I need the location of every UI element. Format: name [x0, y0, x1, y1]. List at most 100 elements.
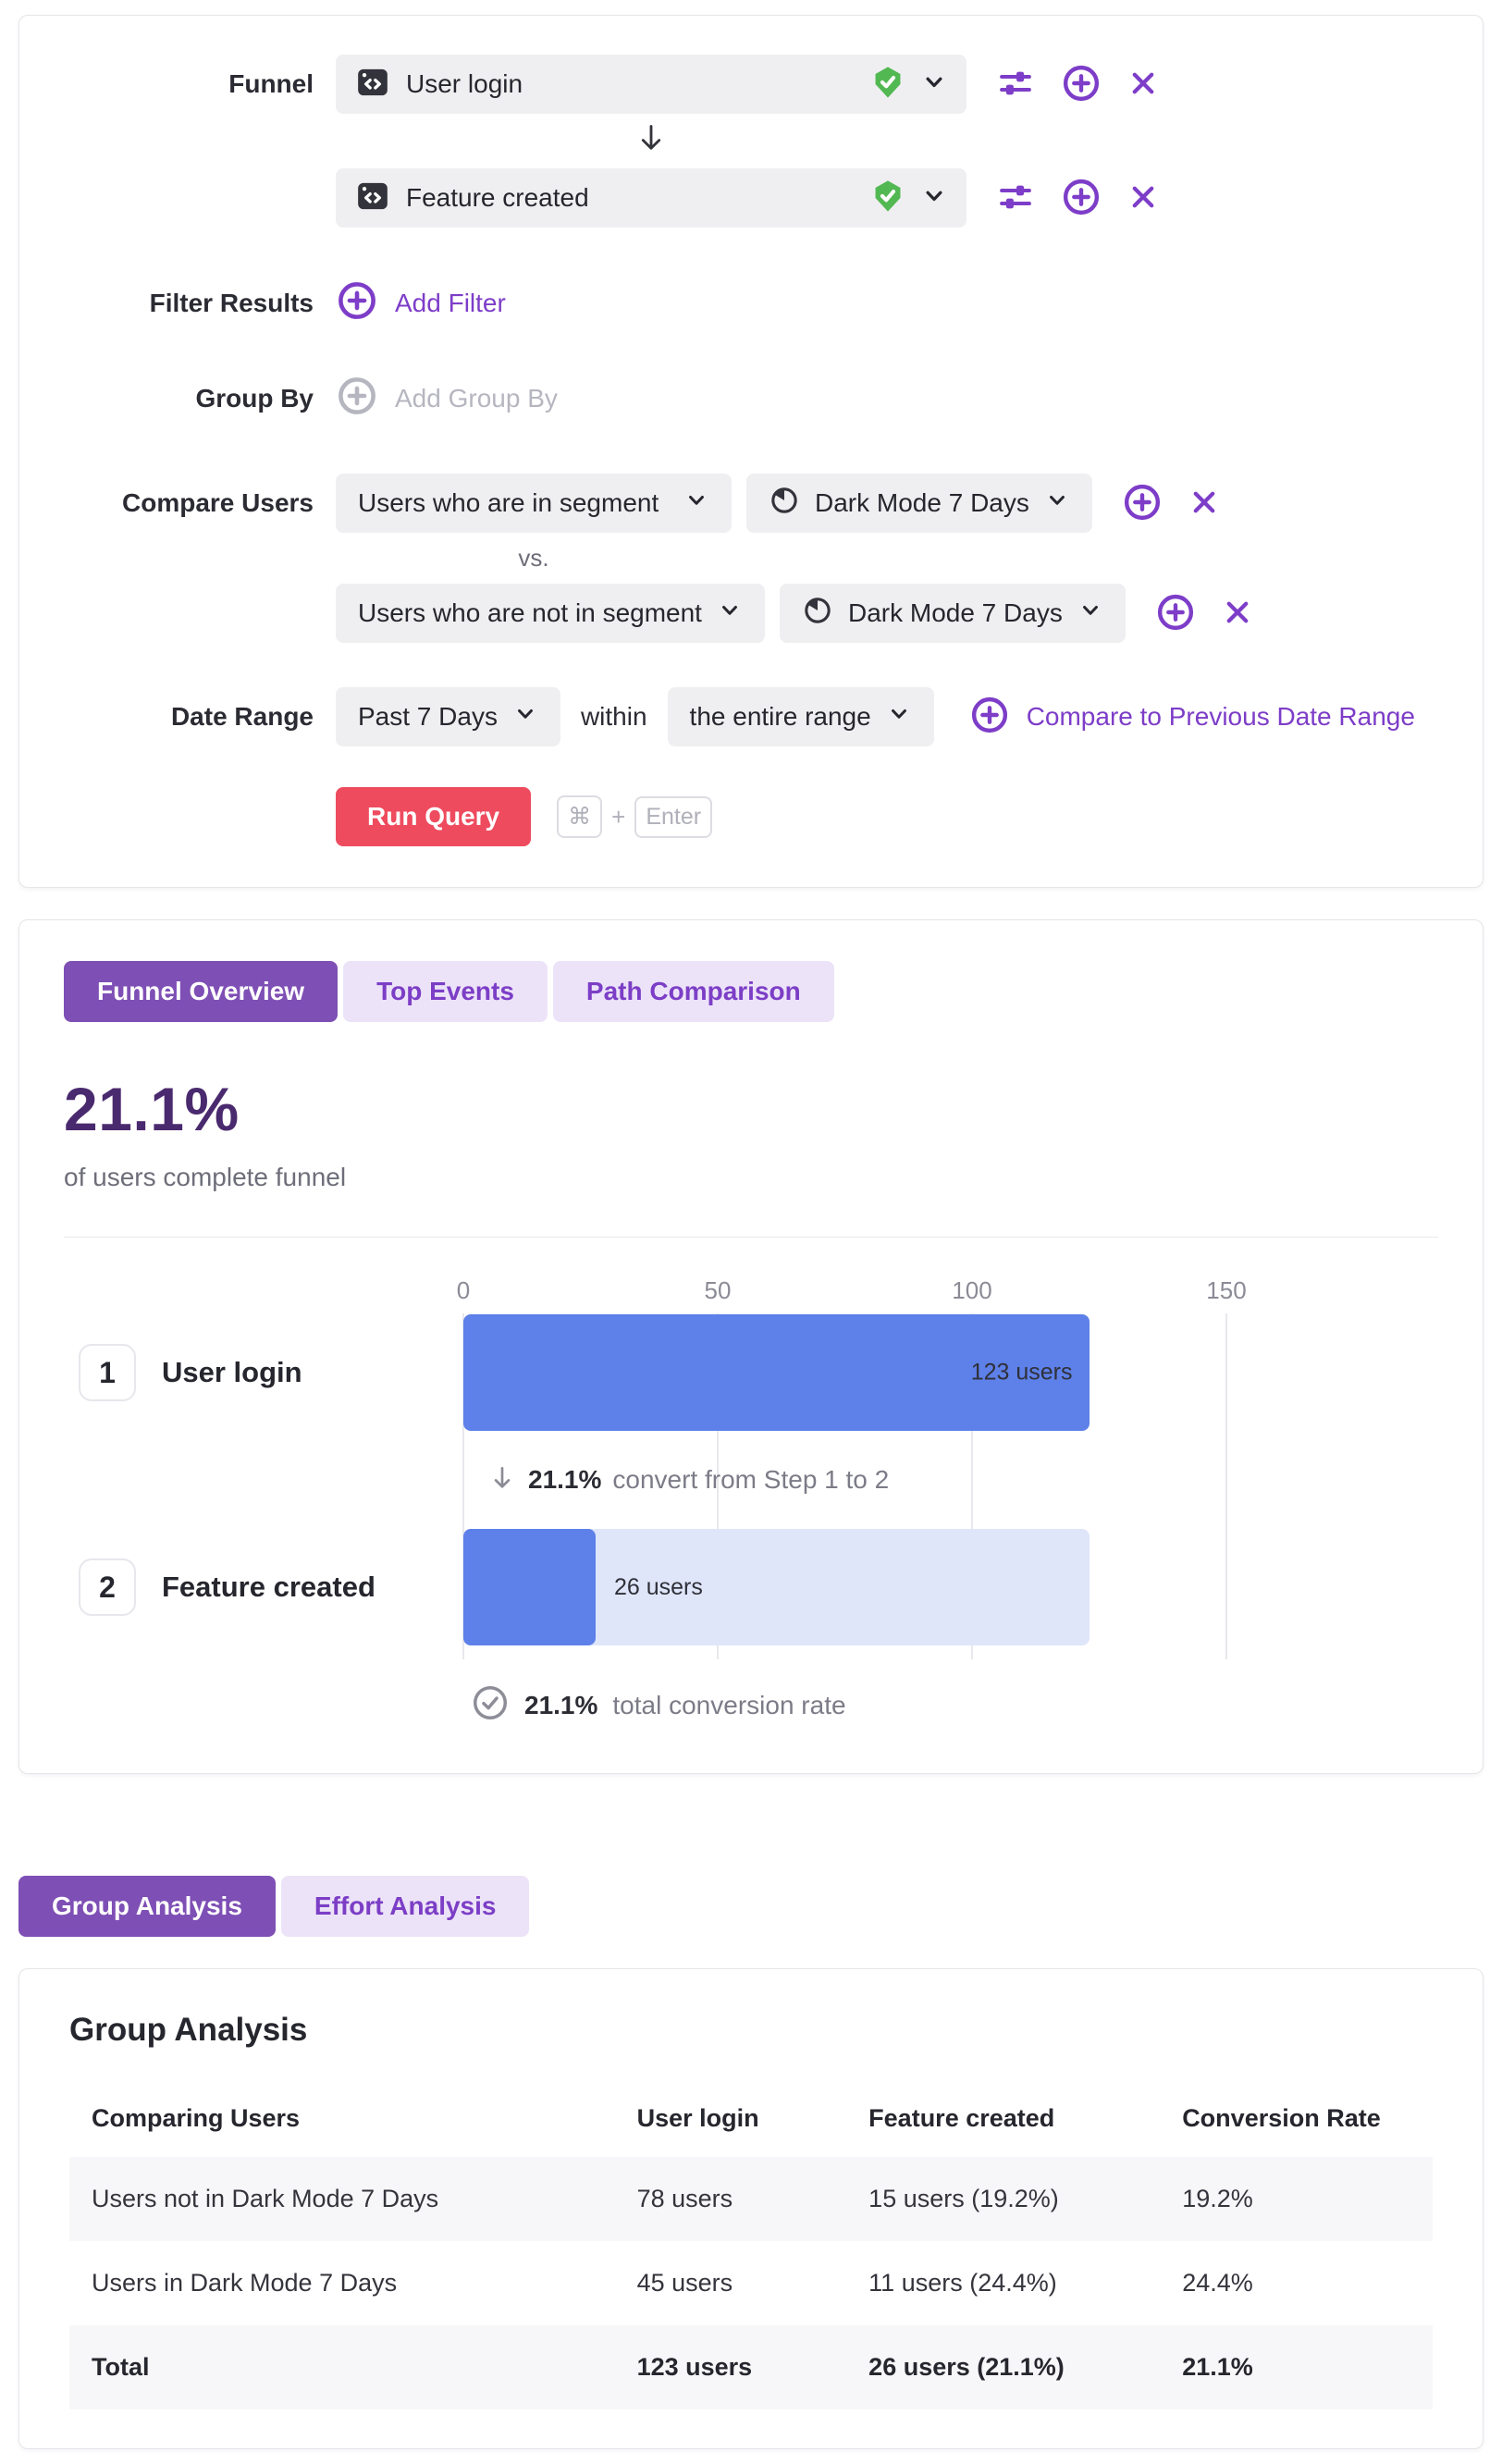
step-arrow-row [62, 121, 1440, 161]
group-by-row: Group By Add Group By [62, 375, 1440, 422]
funnel-overview-card: Funnel Overview Top Events Path Comparis… [18, 919, 1484, 1774]
event-icon [354, 178, 391, 219]
pie-chart-icon [802, 595, 833, 633]
funnel-label: Funnel [228, 69, 314, 98]
add-group-by-label: Add Group By [395, 383, 558, 413]
table-row: Users in Dark Mode 7 Days 45 users 11 us… [69, 2241, 1433, 2325]
chevron-down-icon [512, 701, 538, 733]
add-compare-button[interactable] [1155, 592, 1196, 635]
conversion-headline: 21.1% [64, 1075, 240, 1143]
keyboard-shortcut-hint: ⌘ + Enter [557, 795, 713, 838]
date-range-value: Past 7 Days [358, 702, 498, 731]
command-key: ⌘ [557, 795, 603, 838]
filter-results-row: Filter Results Add Filter [62, 279, 1440, 326]
tab-top-events[interactable]: Top Events [343, 961, 548, 1022]
compare-users-row: Users who are not in segment Dark Mode 7… [62, 584, 1440, 643]
funnel-bar-step-1[interactable]: 123 users [463, 1314, 1090, 1431]
remove-step-button[interactable] [1127, 68, 1159, 102]
cell-user-login: 45 users [636, 2269, 733, 2297]
tab-funnel-overview[interactable]: Funnel Overview [64, 961, 339, 1022]
table-total-row: Total 123 users 26 users (21.1%) 21.1% [69, 2325, 1433, 2409]
date-range-label: Date Range [170, 702, 314, 731]
axis-tick-label: 150 [1206, 1276, 1247, 1304]
cell-group-name: Users not in Dark Mode 7 Days [92, 2185, 439, 2212]
sliders-icon [996, 178, 1035, 219]
step-name: User login [162, 1356, 302, 1388]
date-range-row: Date Range Past 7 Days within the entire… [62, 687, 1440, 746]
cell-conversion-rate: 24.4% [1182, 2269, 1253, 2297]
plus-circle-icon [336, 375, 378, 422]
within-label: within [580, 702, 647, 731]
run-query-button[interactable]: Run Query [336, 787, 532, 846]
date-scope-select[interactable]: the entire range [667, 687, 934, 746]
add-step-button[interactable] [1061, 177, 1102, 220]
event-name: User login [406, 69, 523, 98]
add-filter-button[interactable]: Add Filter [336, 279, 506, 326]
remove-compare-button[interactable] [1222, 597, 1253, 631]
group-analysis-card: Group Analysis Comparing Users User logi… [18, 1968, 1484, 2449]
tab-path-comparison[interactable]: Path Comparison [552, 961, 834, 1022]
cell-conversion-rate: 19.2% [1182, 2185, 1253, 2212]
cell-user-login: 123 users [636, 2353, 753, 2381]
segment-type-select[interactable]: Users who are in segment [336, 474, 732, 533]
chevron-down-icon [920, 182, 948, 215]
remove-step-button[interactable] [1127, 181, 1159, 216]
step-conversion-pct: 21.1% [528, 1465, 602, 1494]
axis-tick-label: 100 [952, 1276, 992, 1304]
axis-tick-label: 0 [456, 1276, 471, 1304]
segment-type-select[interactable]: Users who are not in segment [336, 584, 765, 643]
add-step-button[interactable] [1061, 63, 1102, 106]
funnel-step-row: Funnel User login [62, 55, 1440, 114]
column-header-feature-created: Feature created [868, 2104, 1055, 2132]
remove-compare-button[interactable] [1188, 487, 1220, 521]
compare-users-row: Compare Users Users who are in segment D… [62, 474, 1440, 533]
x-icon [1188, 487, 1220, 521]
compare-previous-date-range-button[interactable]: Compare to Previous Date Range [969, 695, 1415, 740]
step-number-badge: 2 [79, 1558, 136, 1616]
arrow-down-icon [487, 1463, 517, 1497]
segment-type-value: Users who are not in segment [358, 598, 702, 627]
x-icon [1127, 181, 1159, 216]
compare-previous-date-range-label: Compare to Previous Date Range [1026, 702, 1415, 731]
chart-axis: 0 50 100 150 [457, 1276, 1247, 1313]
segment-value: Dark Mode 7 Days [815, 488, 1029, 517]
compare-users-label: Compare Users [122, 488, 314, 517]
event-select-step-1[interactable]: User login [336, 55, 966, 114]
configure-step-button[interactable] [996, 64, 1035, 105]
add-group-by-button[interactable]: Add Group By [336, 375, 558, 422]
chevron-down-icon [683, 487, 709, 520]
sliders-icon [996, 64, 1035, 105]
overview-tabs: Funnel Overview Top Events Path Comparis… [64, 961, 1438, 1022]
segment-value: Dark Mode 7 Days [847, 598, 1063, 627]
step-name: Feature created [162, 1571, 376, 1603]
funnel-step-row: Feature created [62, 168, 1440, 228]
step-number-badge: 1 [79, 1344, 136, 1401]
plus-circle-icon [1122, 482, 1163, 525]
tab-effort-analysis[interactable]: Effort Analysis [280, 1876, 530, 1937]
axis-tick-label: 50 [704, 1276, 732, 1304]
add-filter-label: Add Filter [395, 288, 506, 317]
analysis-tabs: Group Analysis Effort Analysis [18, 1876, 1502, 1937]
tab-group-analysis[interactable]: Group Analysis [18, 1876, 276, 1937]
event-select-step-2[interactable]: Feature created [336, 168, 966, 228]
segment-select[interactable]: Dark Mode 7 Days [779, 584, 1126, 643]
segment-select[interactable]: Dark Mode 7 Days [746, 474, 1092, 533]
date-range-select[interactable]: Past 7 Days [336, 687, 560, 746]
chevron-down-icon [886, 701, 912, 733]
table-header-row: Comparing Users User login Feature creat… [69, 2088, 1433, 2157]
table-row: Users not in Dark Mode 7 Days 78 users 1… [69, 2157, 1433, 2241]
plus-circle-icon [1061, 177, 1102, 220]
arrow-down-icon [634, 125, 669, 160]
verified-shield-icon [870, 65, 905, 105]
cell-feature-created: 11 users (24.4%) [868, 2269, 1057, 2297]
funnel-bar-step-2[interactable]: 26 users [463, 1529, 1090, 1645]
divider [64, 1237, 1438, 1238]
funnel-step-2-row: 2 Feature created 26 users [64, 1528, 1438, 1646]
configure-step-button[interactable] [996, 178, 1035, 219]
chevron-down-icon [1044, 487, 1070, 520]
column-header-comparing-users: Comparing Users [92, 2104, 301, 2132]
filter-results-label: Filter Results [149, 288, 314, 317]
segment-type-value: Users who are in segment [358, 488, 659, 517]
conversion-annotation-row: 21.1% convert from Step 1 to 2 [64, 1432, 1438, 1528]
add-compare-button[interactable] [1122, 482, 1163, 525]
